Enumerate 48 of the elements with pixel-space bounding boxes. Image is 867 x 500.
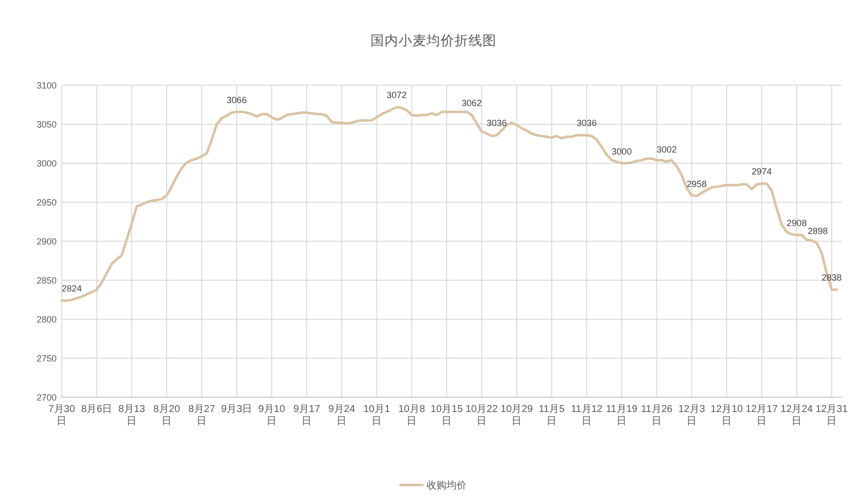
- data-label: 3002: [656, 144, 677, 155]
- x-tick-label: 7月30日: [48, 404, 76, 427]
- data-label: 2908: [786, 218, 807, 228]
- data-label: 3036: [576, 118, 597, 128]
- y-tick-label: 3100: [36, 80, 57, 90]
- x-tick-label: 12月31日: [816, 404, 848, 427]
- x-tick-label: 9月10日: [258, 404, 286, 427]
- legend-label: 收购均价: [426, 480, 466, 492]
- y-tick-label: 2700: [36, 392, 57, 402]
- data-label: 2824: [62, 284, 82, 294]
- y-tick-label: 2950: [36, 198, 57, 208]
- chart-title: 国内小麦均价折线图: [370, 33, 496, 48]
- y-tick-label: 3050: [36, 120, 57, 130]
- data-label: 3072: [386, 90, 407, 100]
- x-tick-label: 10月29日: [500, 404, 534, 427]
- y-tick-label: 2750: [36, 354, 57, 364]
- x-tick-label: 10月8日: [398, 404, 426, 427]
- x-tick-label: 10月15日: [430, 404, 464, 427]
- x-tick-label: 10月22日: [466, 404, 498, 427]
- data-label: 3066: [226, 94, 247, 105]
- x-tick-label: 12月17日: [746, 404, 778, 427]
- x-tick-label: 8月6日: [81, 404, 112, 415]
- legend: 收购均价: [399, 480, 466, 492]
- data-label: 2974: [752, 166, 772, 177]
- x-tick-label: 12月10日: [710, 404, 744, 427]
- x-tick-label: 12月3日: [678, 404, 706, 427]
- data-label: 3000: [612, 146, 632, 156]
- x-tick-label: 10月1日: [363, 404, 390, 427]
- x-tick-label: 12月24日: [780, 404, 814, 427]
- y-tick-label: 3000: [36, 158, 57, 168]
- data-label: 2898: [808, 226, 828, 236]
- x-tick-label: 9月17日: [293, 404, 320, 427]
- x-tick-label: 11月19日: [606, 404, 638, 427]
- y-tick-label: 2850: [36, 276, 57, 286]
- x-tick-label: 8月13日: [118, 404, 146, 427]
- x-tick-label: 11月5日: [538, 404, 566, 427]
- x-tick-label: 11月26日: [640, 404, 673, 427]
- y-tick-label: 2900: [36, 236, 57, 246]
- x-tick-label: 8月20日: [153, 404, 180, 427]
- x-tick-label: 9月24日: [328, 404, 356, 427]
- data-label: 3036: [486, 118, 507, 128]
- x-tick-label: 11月12日: [570, 404, 603, 427]
- data-label: 3062: [462, 98, 482, 108]
- x-tick-label: 9月3日: [221, 404, 252, 415]
- data-label: 2958: [686, 179, 707, 190]
- y-tick-label: 2800: [36, 314, 57, 324]
- x-tick-label: 8月27日: [188, 404, 216, 427]
- data-label: 2838: [822, 272, 842, 283]
